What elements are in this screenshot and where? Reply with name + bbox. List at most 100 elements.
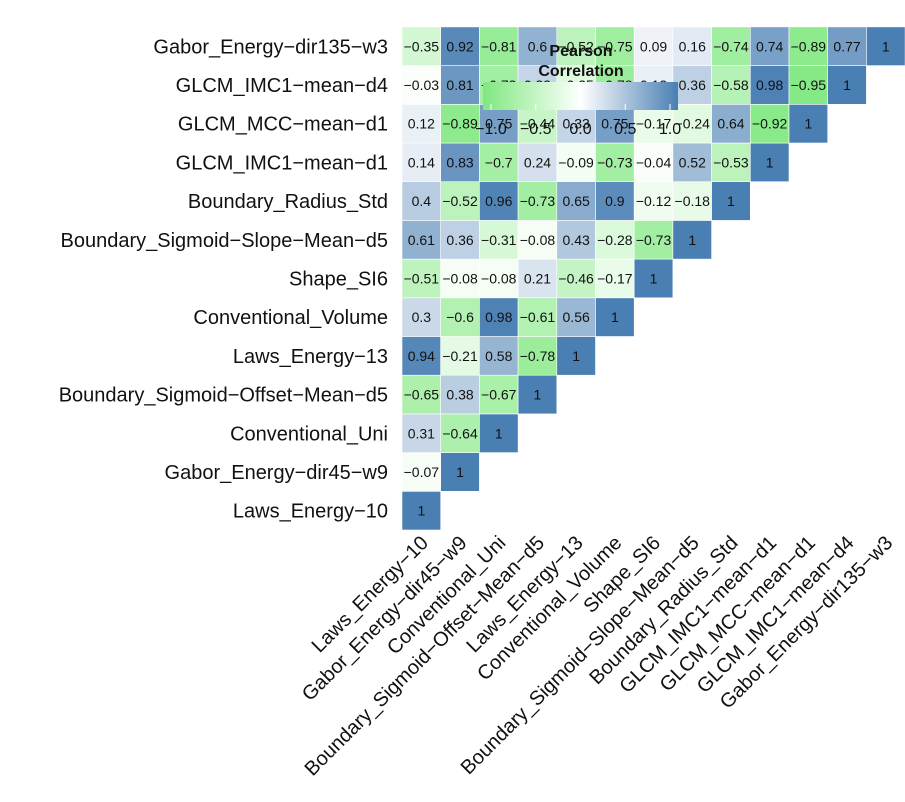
heatmap-cell	[479, 297, 519, 337]
heatmap-cell	[401, 336, 442, 376]
heatmap-cell	[633, 104, 674, 144]
cell-value-label: −0.89	[791, 38, 827, 54]
y-tick-label: Laws_Energy−13	[233, 346, 388, 368]
heatmap-cell	[711, 142, 751, 183]
y-tick-label: Conventional_Volume	[193, 307, 388, 329]
heatmap-cell	[711, 65, 751, 105]
cell-value-label: −0.17	[597, 270, 633, 286]
cell-value-label: −0.52	[442, 193, 478, 209]
y-axis-labels: Laws_Energy−10 Gabor_Energy−dir45−w9 Conve…	[59, 36, 388, 522]
heatmap-cell	[440, 452, 480, 492]
cell-value-label: −0.89	[442, 116, 478, 132]
heatmap-cell	[711, 26, 751, 66]
y-tick-label: Gabor_Energy−dir45−w9	[165, 462, 388, 484]
cell-value-label: 1	[534, 387, 542, 403]
legend-tick-label: 0.0	[569, 121, 591, 138]
cell-value-label: −0.74	[713, 38, 749, 54]
heatmap-cell	[440, 297, 480, 337]
cell-value-label: −0.51	[404, 270, 440, 286]
y-tick-label: Shape_SI6	[289, 268, 388, 290]
y-tick-label: GLCM_IMC1−mean−d4	[176, 75, 388, 97]
heatmap-cell	[633, 258, 674, 299]
cell-value-label: 0.77	[833, 38, 860, 54]
cell-value-label: −0.21	[442, 348, 478, 364]
cell-value-label: 0.6	[528, 38, 548, 54]
heatmap-cell	[517, 258, 558, 299]
cell-value-label: −0.04	[636, 154, 672, 170]
y-tick-label: Boundary_Sigmoid−Slope−Mean−d5	[61, 230, 388, 252]
heatmap-cell	[595, 142, 635, 183]
cell-value-label: 0.09	[640, 38, 667, 54]
x-axis-labels: Laws_Energy−10Gabor_Energy−dir45−w9Conve…	[298, 532, 897, 780]
heatmap-cell	[711, 104, 751, 144]
cell-value-label: −0.95	[791, 77, 827, 93]
heatmap-cell	[401, 490, 442, 531]
cell-value-label: 0.74	[756, 38, 783, 54]
cell-value-label: 0.3	[412, 309, 432, 325]
cell-value-label: 0.21	[524, 270, 551, 286]
heatmap-cell	[556, 258, 596, 299]
cell-value-label: −0.12	[636, 193, 672, 209]
heatmap-cell	[517, 26, 558, 66]
heatmap-cell	[595, 297, 635, 337]
cell-value-label: 0.31	[408, 425, 435, 441]
cell-value-label: −0.08	[442, 270, 478, 286]
cell-value-label: −0.7	[485, 154, 513, 170]
heatmap-cell	[401, 142, 442, 183]
heatmap-cell	[866, 26, 905, 66]
heatmap-cell	[556, 181, 596, 221]
heatmap-cell	[556, 104, 596, 144]
cell-value-label: −0.92	[752, 116, 788, 132]
cell-value-label: −0.58	[713, 77, 749, 93]
cell-value-label: 0.98	[756, 77, 783, 93]
cell-value-label: 1	[804, 116, 812, 132]
cell-value-label: 0.94	[408, 348, 435, 364]
legend: Pearson Correlation −1.0 −0.5 0.0 0.5 1.0	[475, 43, 681, 138]
cell-value-label: −0.52	[558, 38, 594, 54]
cell-value-label: 0.36	[446, 232, 473, 248]
heatmap-cell	[440, 413, 480, 453]
cell-value-label: 1	[843, 77, 851, 93]
heatmap-cell	[440, 374, 480, 415]
heatmap-cell	[595, 220, 635, 260]
cell-value-label: 0.98	[485, 309, 512, 325]
heatmap-cell	[556, 142, 596, 183]
cell-value-label: −0.08	[481, 270, 517, 286]
cell-value-label: 0.65	[563, 193, 590, 209]
y-tick-label: GLCM_MCC−mean−d1	[178, 114, 388, 136]
cell-value-label: 0.14	[408, 154, 435, 170]
cell-value-label: −0.35	[404, 38, 440, 54]
cell-value-label: 0.92	[446, 38, 473, 54]
y-tick-label: Boundary_Sigmoid−Offset−Mean−d5	[59, 385, 388, 407]
heatmap-cell	[517, 104, 558, 144]
cell-value-label: −0.03	[404, 77, 440, 93]
cell-value-label: 0.12	[408, 116, 435, 132]
heatmap-cell	[595, 104, 635, 144]
y-tick-label: Boundary_Radius_Std	[188, 191, 388, 213]
heatmap-cell	[672, 104, 712, 144]
cell-value-label: 1	[650, 270, 658, 286]
cell-value-label: −0.6	[446, 309, 474, 325]
legend-tick-label: −0.5	[520, 121, 552, 138]
heatmap-cell	[401, 452, 442, 492]
heatmap-cell	[595, 181, 635, 221]
cell-value-label: 0.9	[605, 193, 625, 209]
heatmap-cell	[517, 297, 558, 337]
cell-value-label: −0.67	[481, 387, 517, 403]
cell-value-label: 0.52	[679, 154, 706, 170]
heatmap-cell	[479, 104, 519, 144]
heatmap-cell	[479, 26, 519, 66]
heatmap-cell	[788, 26, 829, 66]
cell-value-label: 1	[495, 425, 503, 441]
heatmap-cell	[672, 65, 712, 105]
heatmap-cell	[517, 336, 558, 376]
heatmap-cell	[827, 65, 867, 105]
cell-value-label: −0.78	[520, 348, 556, 364]
cell-value-label: −0.44	[520, 116, 556, 132]
heatmap-cell	[556, 26, 596, 66]
cell-value-label: 1	[456, 464, 464, 480]
heatmap-cell	[633, 220, 674, 260]
cell-value-label: 0.16	[679, 38, 706, 54]
cell-value-label: 1	[727, 193, 735, 209]
